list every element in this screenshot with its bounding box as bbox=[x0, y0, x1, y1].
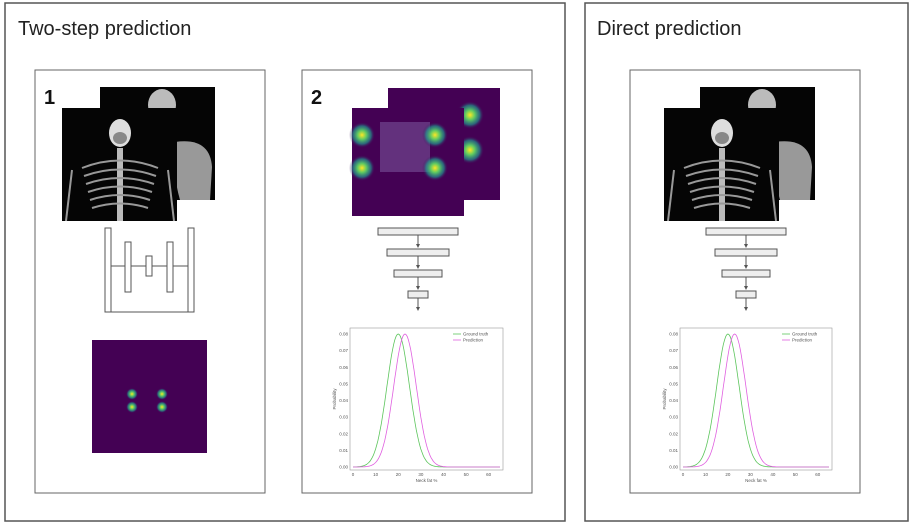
arrow-head bbox=[744, 244, 748, 248]
y-tick-label: 0.00 bbox=[669, 465, 678, 470]
y-axis-label: Probability bbox=[662, 388, 667, 410]
x-tick-label: 20 bbox=[396, 472, 402, 477]
two-step-panel: Two-step prediction 1 2 0.00 0.01 0.02 0.03… bbox=[5, 3, 565, 521]
x-tick-label: 20 bbox=[725, 472, 731, 477]
x-tick-label: 10 bbox=[373, 472, 379, 477]
step-label: 2 bbox=[311, 87, 322, 109]
arrow-head bbox=[416, 307, 420, 311]
panel-title: Two-step prediction bbox=[18, 18, 191, 40]
y-tick-label: 0.06 bbox=[339, 365, 348, 370]
heatmap-output bbox=[92, 340, 207, 453]
layer bbox=[736, 291, 756, 298]
layer bbox=[378, 228, 458, 235]
y-tick-label: 0.03 bbox=[669, 415, 678, 420]
layer bbox=[408, 291, 428, 298]
distribution-plot: 0.00 0.01 0.02 0.03 0.04 0.05 0.06 0.07 0.08 0 10 2… bbox=[332, 328, 503, 483]
y-tick-label: 0.07 bbox=[339, 348, 348, 353]
y-tick-label: 0.01 bbox=[669, 448, 678, 453]
x-tick-label: 50 bbox=[464, 472, 470, 477]
x-axis-label: Neck fat % bbox=[745, 478, 767, 483]
layer bbox=[715, 249, 777, 256]
y-tick-label: 0.08 bbox=[669, 332, 678, 337]
legend-label: Prediction bbox=[463, 338, 484, 343]
plot-frame bbox=[680, 328, 832, 470]
x-tick-label: 40 bbox=[441, 472, 447, 477]
y-tick-label: 0.06 bbox=[669, 365, 678, 370]
y-tick-label: 0.02 bbox=[339, 431, 348, 436]
y-tick-label: 0.07 bbox=[669, 348, 678, 353]
x-tick-label: 0 bbox=[352, 472, 355, 477]
layer bbox=[722, 270, 770, 277]
dense-network bbox=[706, 228, 786, 311]
plot-frame bbox=[350, 328, 503, 470]
y-tick-label: 0.08 bbox=[339, 332, 348, 337]
arrow-head bbox=[744, 286, 748, 290]
legend-label: Ground truth bbox=[792, 332, 818, 337]
x-tick-label: 30 bbox=[418, 472, 424, 477]
y-tick-label: 0.01 bbox=[339, 448, 348, 453]
unet bbox=[105, 228, 194, 312]
x-tick-label: 60 bbox=[486, 472, 492, 477]
diagram: Two-step prediction 1 2 0.00 0.01 0.02 0.03… bbox=[0, 0, 911, 524]
y-axis-label: Probability bbox=[332, 388, 337, 410]
arrow-head bbox=[416, 265, 420, 269]
x-axis-label: Neck fat % bbox=[416, 478, 438, 483]
xray-image bbox=[664, 108, 779, 221]
arrow-head bbox=[416, 244, 420, 248]
y-tick-label: 0.04 bbox=[339, 398, 348, 403]
x-tick-label: 50 bbox=[793, 472, 799, 477]
x-tick-label: 10 bbox=[703, 472, 709, 477]
y-tick-label: 0.03 bbox=[339, 415, 348, 420]
legend-label: Ground truth bbox=[463, 332, 489, 337]
legend-label: Prediction bbox=[792, 338, 813, 343]
arrow-head bbox=[744, 307, 748, 311]
step-label: 1 bbox=[44, 87, 55, 109]
x-tick-label: 30 bbox=[748, 472, 754, 477]
y-tick-label: 0.00 bbox=[339, 465, 348, 470]
y-tick-label: 0.05 bbox=[669, 381, 678, 386]
layer bbox=[706, 228, 786, 235]
y-tick-label: 0.02 bbox=[669, 431, 678, 436]
layer bbox=[387, 249, 449, 256]
arrow-head bbox=[416, 286, 420, 290]
xray-image bbox=[62, 108, 177, 221]
dense-network bbox=[378, 228, 458, 311]
y-tick-label: 0.05 bbox=[339, 381, 348, 386]
arrow-head bbox=[744, 265, 748, 269]
distribution-plot: 0.00 0.01 0.02 0.03 0.04 0.05 0.06 0.07 0.08 0 10 2… bbox=[662, 328, 832, 483]
heatmap-input bbox=[349, 88, 500, 216]
x-tick-label: 0 bbox=[682, 472, 685, 477]
x-tick-label: 60 bbox=[815, 472, 821, 477]
layer bbox=[394, 270, 442, 277]
y-tick-label: 0.04 bbox=[669, 398, 678, 403]
panel-title: Direct prediction bbox=[597, 18, 742, 40]
direct-panel: Direct prediction 0.000.010.020.030.040.… bbox=[585, 3, 908, 521]
x-tick-label: 40 bbox=[770, 472, 776, 477]
